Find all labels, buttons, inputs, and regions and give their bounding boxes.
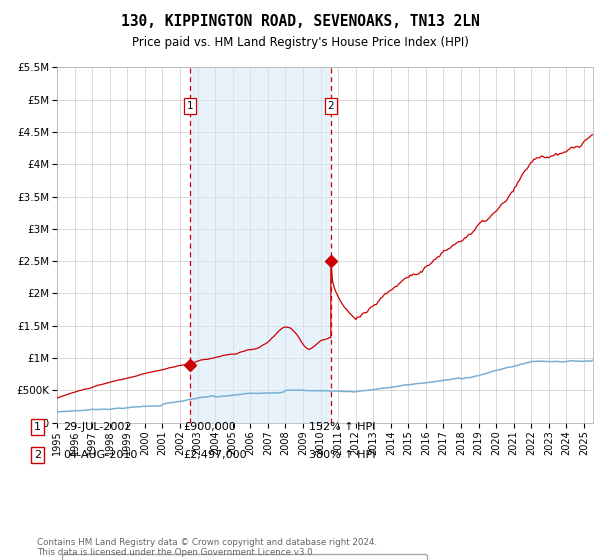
Text: Price paid vs. HM Land Registry's House Price Index (HPI): Price paid vs. HM Land Registry's House …: [131, 36, 469, 49]
Text: Contains HM Land Registry data © Crown copyright and database right 2024.
This d: Contains HM Land Registry data © Crown c…: [37, 538, 377, 557]
Text: 1: 1: [34, 422, 41, 432]
Legend: 130, KIPPINGTON ROAD, SEVENOAKS, TN13 2LN (detached house), HPI: Average price, : 130, KIPPINGTON ROAD, SEVENOAKS, TN13 2L…: [62, 554, 427, 560]
Text: 130, KIPPINGTON ROAD, SEVENOAKS, TN13 2LN: 130, KIPPINGTON ROAD, SEVENOAKS, TN13 2L…: [121, 14, 479, 29]
Bar: [190, 67, 331, 423]
Text: 380% ↑ HPI: 380% ↑ HPI: [309, 450, 376, 460]
Text: 2: 2: [34, 450, 41, 460]
Text: £900,000: £900,000: [183, 422, 236, 432]
Text: 1: 1: [187, 101, 193, 111]
Text: 29-JUL-2002: 29-JUL-2002: [63, 422, 131, 432]
Text: 2: 2: [328, 101, 334, 111]
Text: 152% ↑ HPI: 152% ↑ HPI: [309, 422, 376, 432]
Text: 04-AUG-2010: 04-AUG-2010: [63, 450, 137, 460]
Text: £2,497,000: £2,497,000: [183, 450, 247, 460]
